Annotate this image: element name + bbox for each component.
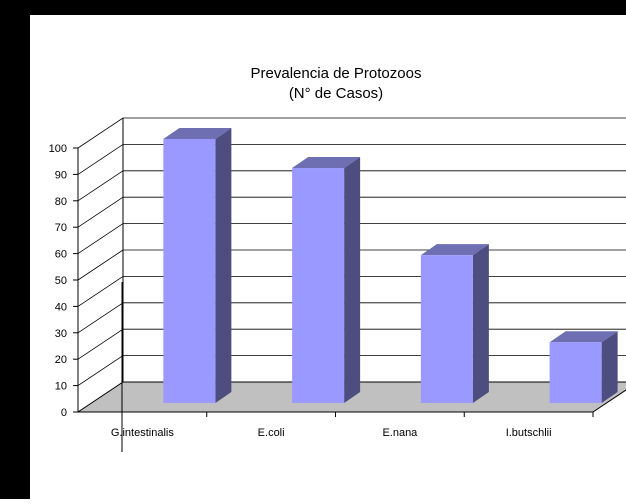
y-tick-label: 90 (55, 169, 67, 181)
gridline-side (77, 223, 124, 254)
chart-subtitle: (N° de Casos) (289, 85, 383, 102)
x-tick-label: E.nana (382, 427, 418, 439)
bar (420, 255, 473, 403)
y-tick-label: 100 (49, 143, 67, 155)
bar-side (344, 157, 361, 403)
axis-labels: 0 10 20 30 40 50 60 70 80 90 100 G.intestinalis E.co… (49, 143, 552, 439)
y-tick-label: 70 (55, 222, 67, 234)
gridline-side (77, 302, 124, 334)
gridline-side (77, 196, 124, 228)
bars (163, 128, 618, 403)
x-tick-label: G.intestinalis (111, 427, 174, 439)
y-tick-label: 40 (55, 301, 67, 313)
y-tick-label: 50 (55, 275, 67, 287)
gridline-side (77, 170, 124, 202)
y-tick-label: 80 (55, 196, 67, 208)
y-tick-label: 10 (55, 381, 67, 393)
gridline-side (77, 249, 124, 281)
bar-side (215, 128, 232, 403)
gridline-side (77, 328, 124, 360)
y-tick-label: 0 (61, 407, 67, 419)
bar (549, 342, 602, 403)
x-tick-label: I.butschlii (506, 427, 552, 439)
gridline-side (77, 144, 124, 175)
gridline-side (77, 276, 124, 307)
gridline-side (77, 117, 124, 149)
bar-top (420, 244, 489, 256)
frame-left-border (0, 0, 30, 499)
bar (292, 168, 345, 403)
bar (163, 139, 216, 403)
bar-top (292, 157, 361, 169)
y-tick-label: 30 (55, 328, 67, 340)
bar-side (601, 331, 618, 403)
frame-top-border (0, 0, 626, 15)
gridline-side (77, 355, 124, 386)
bar-side (472, 244, 489, 403)
chart-title: Prevalencia de Protozoos (251, 65, 422, 82)
gridlines (73, 117, 626, 417)
x-tick-label: E.coli (258, 427, 285, 439)
bar-top (163, 128, 232, 139)
bar-top (549, 331, 618, 343)
y-tick-label: 60 (55, 249, 67, 261)
y-tick-label: 20 (55, 354, 67, 366)
